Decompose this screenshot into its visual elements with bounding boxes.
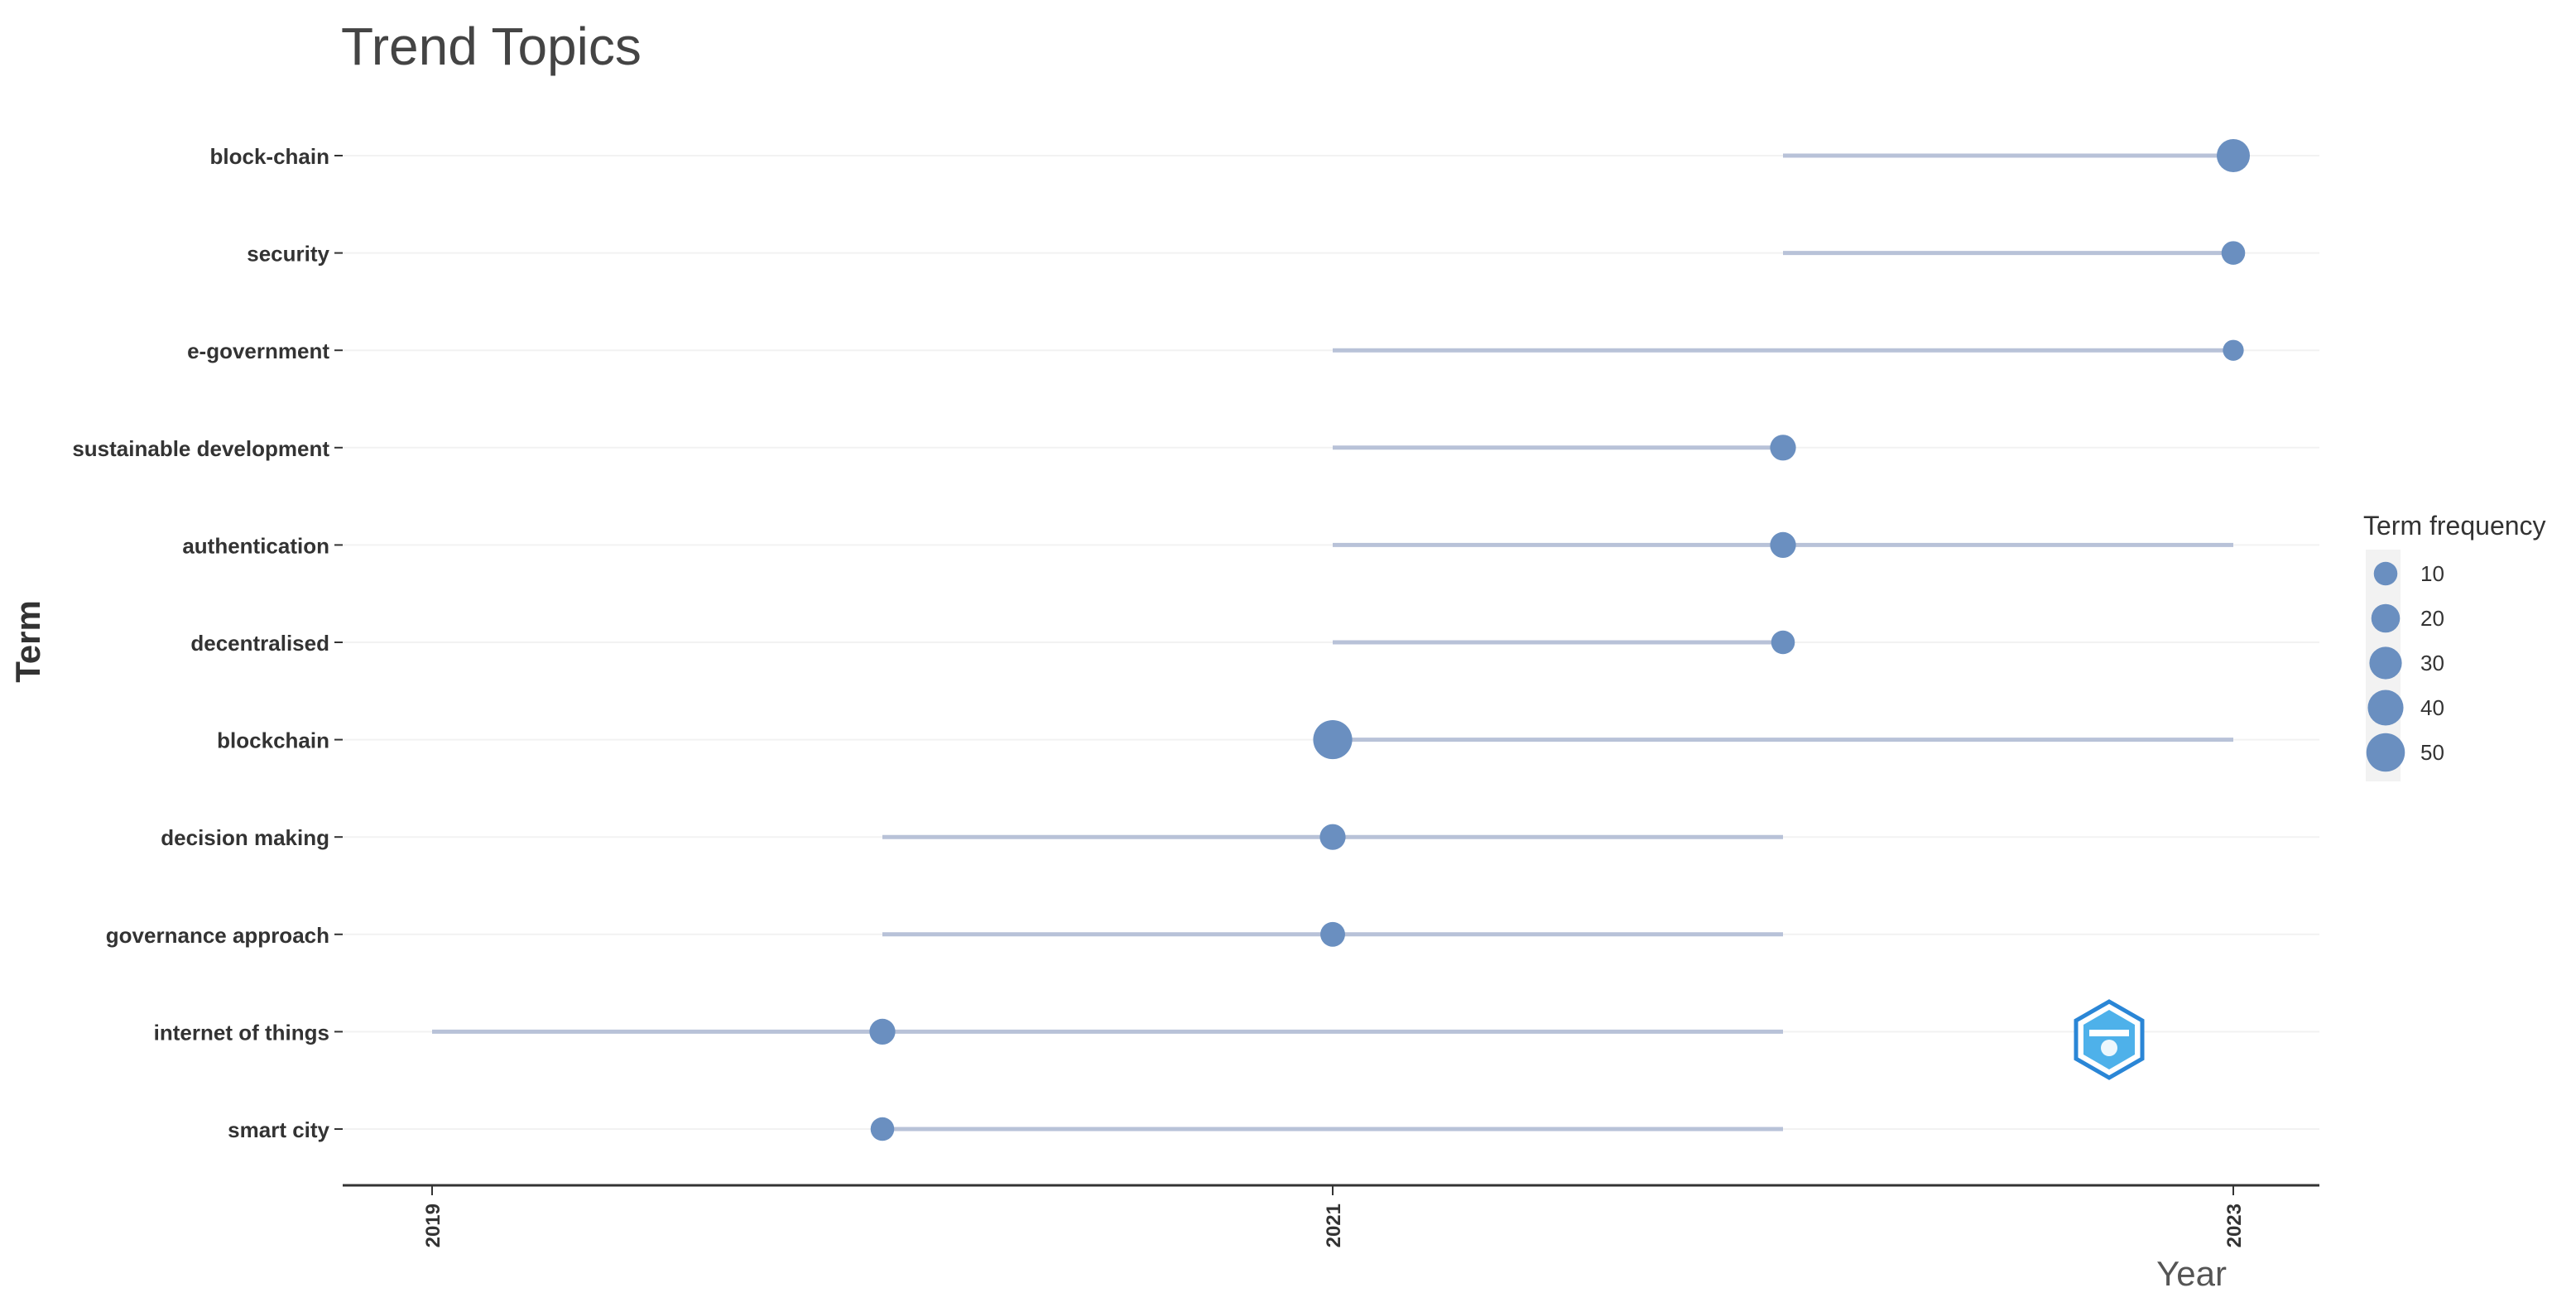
term-frequency-point	[2223, 339, 2244, 361]
y-tick-label: decision making	[161, 825, 329, 850]
y-tick-label: internet of things	[154, 1020, 329, 1045]
x-tick-label: 2019	[422, 1204, 445, 1247]
term-frequency-point	[869, 1018, 896, 1045]
y-tick-label: block-chain	[210, 144, 329, 169]
y-tick-label: smart city	[228, 1117, 329, 1142]
term-frequency-point	[2216, 138, 2251, 173]
y-tick-label: security	[247, 242, 329, 267]
axis-layer	[334, 155, 2319, 1195]
term-frequency-point	[1770, 531, 1796, 559]
x-tick-label: 2021	[1323, 1204, 1345, 1247]
segment-layer	[432, 153, 2233, 1132]
y-tick-label: governance approach	[106, 923, 329, 948]
legend-size-label: 30	[2420, 651, 2444, 675]
legend-size-key	[2373, 561, 2398, 586]
legend-size-key	[2369, 646, 2402, 680]
x-tick-label: 2023	[2223, 1204, 2246, 1247]
term-frequency-point	[1313, 720, 1353, 760]
y-tick-label: e-government	[187, 339, 329, 363]
chart-title: Trend Topics	[341, 17, 642, 76]
x-axis-title: Year	[2156, 1254, 2227, 1293]
term-frequency-point	[2221, 241, 2246, 265]
term-frequency-point	[870, 1117, 895, 1141]
y-tick-label: decentralised	[190, 631, 329, 656]
legend-size-key	[2366, 733, 2405, 772]
label-layer: block-chain security e-government sustainab…	[72, 144, 2246, 1247]
legend-size-label: 20	[2420, 606, 2444, 631]
term-frequency-point	[1320, 921, 1345, 947]
y-tick-label: authentication	[182, 533, 329, 558]
y-axis-title: Term	[8, 600, 47, 683]
legend-size-label: 50	[2420, 740, 2444, 765]
term-frequency-point	[1771, 630, 1795, 655]
legend-size-key	[2367, 690, 2404, 726]
legend-layer: 10 20 30 40 50	[2366, 550, 2444, 781]
y-tick-label: blockchain	[217, 728, 329, 753]
legend-size-label: 40	[2420, 695, 2444, 720]
y-tick-label: sustainable development	[72, 436, 329, 461]
term-frequency-point	[1319, 824, 1346, 850]
watermark-logo-icon	[2074, 999, 2145, 1080]
grid-layer	[343, 155, 2319, 1130]
legend-size-label: 10	[2420, 561, 2444, 586]
term-frequency-point	[1770, 435, 1796, 461]
legend-title: Term frequency	[2363, 511, 2546, 541]
legend-size-key	[2371, 603, 2401, 633]
point-layer	[869, 138, 2251, 1141]
